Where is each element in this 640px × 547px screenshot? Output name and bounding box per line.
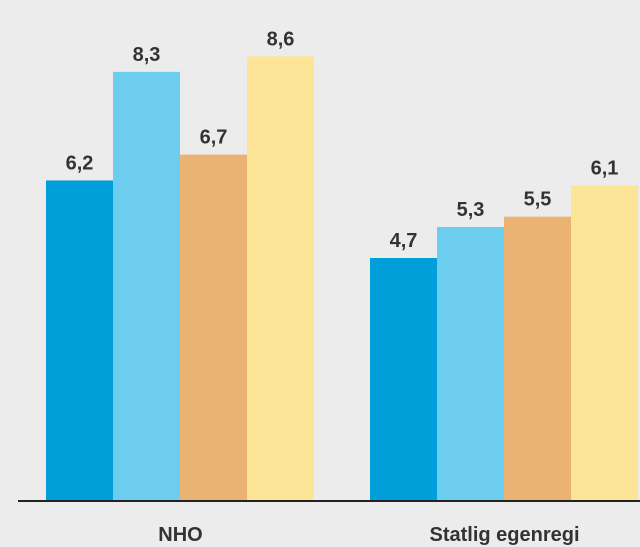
bar-nho-1	[46, 180, 113, 501]
value-label: 6,7	[200, 127, 228, 149]
value-label: 5,3	[457, 199, 485, 221]
bar-statlig-egenregi-2	[437, 226, 504, 502]
bar-nho-2	[113, 71, 180, 501]
value-label: 8,3	[133, 44, 161, 66]
value-label: 8,6	[267, 28, 295, 50]
category-label: Statlig egenregi	[429, 524, 579, 546]
bar-statlig-egenregi-1	[370, 258, 437, 501]
category-labels-group: NHO Statlig egenregi	[158, 524, 579, 546]
value-label: 5,5	[524, 189, 552, 211]
value-labels-group: 6,2 8,3 6,7 8,6 4,7 5,3 5,5 6,1	[66, 28, 619, 252]
category-label: NHO	[158, 524, 202, 546]
bars-group	[46, 56, 638, 502]
bar-nho-4	[247, 56, 314, 501]
bar-statlig-egenregi-4	[571, 185, 638, 501]
value-label: 6,2	[66, 152, 94, 174]
bar-statlig-egenregi-3	[504, 216, 571, 501]
value-label: 4,7	[390, 230, 418, 252]
bar-nho-3	[180, 154, 247, 502]
value-label: 6,1	[591, 158, 619, 180]
